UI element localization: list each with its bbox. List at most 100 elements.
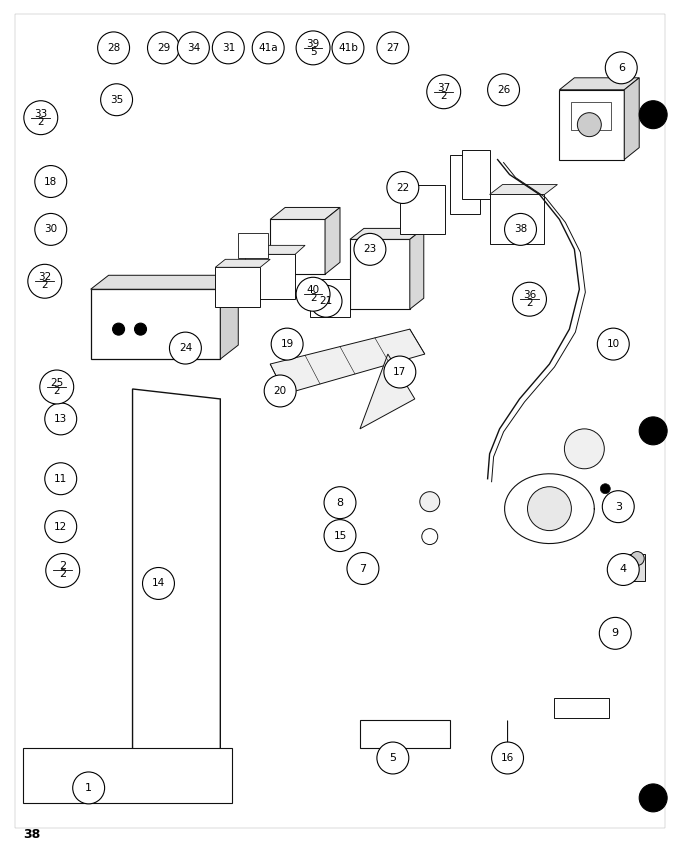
Circle shape	[265, 375, 296, 407]
Polygon shape	[270, 329, 425, 394]
Text: 38: 38	[23, 828, 40, 841]
Circle shape	[639, 784, 667, 812]
Circle shape	[600, 484, 610, 494]
Polygon shape	[360, 354, 415, 429]
Circle shape	[45, 511, 77, 543]
Text: 41a: 41a	[258, 43, 278, 53]
Circle shape	[45, 463, 77, 495]
Bar	[400, 185, 445, 235]
Polygon shape	[624, 78, 639, 160]
Polygon shape	[350, 229, 424, 240]
Text: 11: 11	[54, 473, 67, 484]
Circle shape	[630, 551, 644, 565]
Text: 27: 27	[386, 43, 399, 53]
Circle shape	[177, 32, 209, 64]
Circle shape	[377, 32, 409, 64]
Polygon shape	[560, 78, 639, 89]
Bar	[629, 554, 645, 582]
Polygon shape	[410, 229, 424, 309]
Circle shape	[24, 100, 58, 135]
Text: 29: 29	[157, 43, 170, 53]
Text: 2: 2	[59, 561, 66, 571]
Text: 28: 28	[107, 43, 120, 53]
Circle shape	[639, 100, 667, 128]
Text: 34: 34	[187, 43, 200, 53]
Circle shape	[101, 84, 133, 116]
Circle shape	[564, 429, 605, 468]
Text: 31: 31	[222, 43, 235, 53]
Bar	[350, 240, 410, 309]
Circle shape	[347, 553, 379, 584]
Circle shape	[169, 333, 201, 364]
Circle shape	[45, 403, 77, 435]
Text: 2: 2	[310, 293, 316, 303]
Text: 25: 25	[50, 378, 63, 388]
Circle shape	[98, 32, 130, 64]
Polygon shape	[90, 275, 238, 289]
Circle shape	[597, 328, 629, 360]
Circle shape	[602, 490, 634, 522]
Text: 30: 30	[44, 225, 57, 235]
Circle shape	[35, 165, 67, 197]
Text: 15: 15	[333, 531, 347, 541]
Text: 37: 37	[437, 83, 450, 93]
Circle shape	[73, 772, 105, 803]
Text: 2: 2	[526, 298, 533, 308]
Text: 2: 2	[59, 570, 66, 580]
Text: 1: 1	[85, 783, 92, 793]
Bar	[571, 102, 611, 130]
Bar	[23, 748, 233, 803]
Circle shape	[492, 742, 524, 774]
Text: 2: 2	[54, 386, 60, 396]
Bar	[216, 268, 260, 307]
Circle shape	[387, 171, 419, 203]
Text: 7: 7	[359, 564, 367, 574]
Circle shape	[296, 31, 330, 65]
Circle shape	[607, 554, 639, 586]
Circle shape	[46, 554, 80, 587]
Circle shape	[252, 32, 284, 64]
Bar	[360, 720, 449, 748]
Polygon shape	[245, 246, 305, 254]
Circle shape	[148, 32, 180, 64]
Circle shape	[422, 528, 438, 544]
Circle shape	[377, 742, 409, 774]
Polygon shape	[270, 208, 340, 219]
Text: 24: 24	[179, 343, 192, 353]
Circle shape	[296, 278, 330, 311]
Circle shape	[324, 520, 356, 551]
Circle shape	[528, 487, 571, 531]
Text: 36: 36	[523, 290, 536, 300]
Polygon shape	[325, 208, 340, 274]
Text: 2: 2	[41, 280, 48, 290]
Circle shape	[271, 328, 303, 360]
Circle shape	[354, 234, 386, 265]
Circle shape	[28, 264, 62, 298]
Text: 21: 21	[320, 296, 333, 306]
Text: 23: 23	[363, 245, 377, 254]
Text: 9: 9	[612, 628, 619, 638]
Text: 12: 12	[54, 522, 67, 532]
Circle shape	[35, 214, 67, 246]
Circle shape	[427, 75, 460, 109]
Bar	[554, 698, 609, 718]
Circle shape	[488, 73, 520, 106]
Text: 5: 5	[310, 47, 316, 57]
Bar	[238, 234, 268, 258]
Text: 26: 26	[497, 84, 510, 95]
Text: 3: 3	[615, 501, 622, 511]
Text: 4: 4	[619, 565, 627, 575]
Text: 19: 19	[281, 339, 294, 349]
Text: 2: 2	[37, 116, 44, 127]
Circle shape	[605, 51, 637, 84]
Circle shape	[639, 417, 667, 445]
Bar	[90, 289, 220, 359]
Text: 8: 8	[337, 498, 343, 508]
Text: 13: 13	[54, 414, 67, 424]
Bar	[490, 194, 545, 245]
Text: 35: 35	[110, 95, 123, 105]
Circle shape	[310, 285, 342, 317]
Text: 38: 38	[514, 225, 527, 235]
Bar	[310, 279, 350, 317]
Text: 5: 5	[390, 753, 396, 763]
